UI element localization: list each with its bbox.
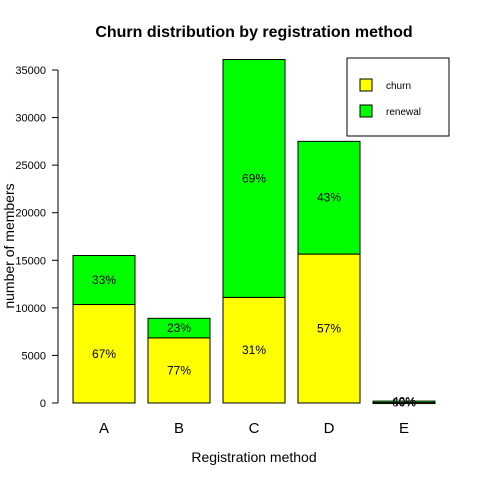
data-label-renewal-A: 33% bbox=[92, 273, 116, 287]
y-axis: 0 5000 10000 15000 20000 25000 30000 35000 bbox=[15, 65, 59, 410]
x-axis: A B C D E bbox=[99, 420, 409, 437]
x-tick-label-A: A bbox=[99, 420, 109, 437]
bar-churn-D bbox=[297, 253, 361, 404]
x-tick-label-D: D bbox=[324, 420, 335, 437]
bar-renewal-C bbox=[222, 59, 286, 298]
bar-renewal-A bbox=[72, 255, 136, 306]
data-label-renewal-B: 23% bbox=[167, 321, 191, 335]
x-axis-label: Registration method bbox=[191, 449, 316, 465]
bar-churn-B bbox=[147, 337, 211, 404]
legend-box bbox=[346, 57, 450, 137]
data-label-renewal-E: 40% bbox=[392, 395, 416, 409]
chart-title: Churn distribution by registration metho… bbox=[95, 24, 412, 41]
legend-swatch-churn bbox=[359, 78, 373, 92]
x-tick-label-C: C bbox=[249, 420, 260, 437]
legend-label-renewal: renewal bbox=[386, 107, 421, 118]
bar-churn-A bbox=[72, 304, 136, 404]
bar-churn-C bbox=[222, 296, 286, 404]
y-tick-label: 15000 bbox=[15, 255, 46, 267]
y-tick-label: 25000 bbox=[15, 160, 46, 172]
legend: churn renewal bbox=[346, 57, 450, 137]
data-label-renewal-C: 69% bbox=[242, 171, 266, 185]
bar-renewal-D bbox=[297, 140, 361, 255]
y-tick-label: 20000 bbox=[15, 208, 46, 220]
data-label-churn-B: 77% bbox=[167, 363, 191, 377]
legend-swatch-renewal bbox=[359, 104, 373, 118]
y-tick-label: 10000 bbox=[15, 303, 46, 315]
y-tick-label: 35000 bbox=[15, 65, 46, 77]
data-label-churn-D: 57% bbox=[317, 322, 341, 336]
data-label-churn-C: 31% bbox=[242, 343, 266, 357]
x-tick-label-B: B bbox=[174, 420, 184, 437]
data-label-renewal-D: 43% bbox=[317, 191, 341, 205]
data-label-churn-A: 67% bbox=[92, 347, 116, 361]
y-tick-label: 0 bbox=[40, 398, 46, 410]
bars: 67%33%77%23%31%69%57%43%60%40% bbox=[72, 59, 436, 410]
bar-renewal-E bbox=[372, 400, 436, 404]
bar-renewal-B bbox=[147, 317, 211, 339]
legend-label-churn: churn bbox=[386, 81, 411, 92]
x-tick-label-E: E bbox=[399, 420, 409, 437]
y-tick-label: 5000 bbox=[22, 350, 46, 362]
y-tick-label: 30000 bbox=[15, 113, 46, 125]
y-axis-label: number of members bbox=[1, 183, 17, 308]
